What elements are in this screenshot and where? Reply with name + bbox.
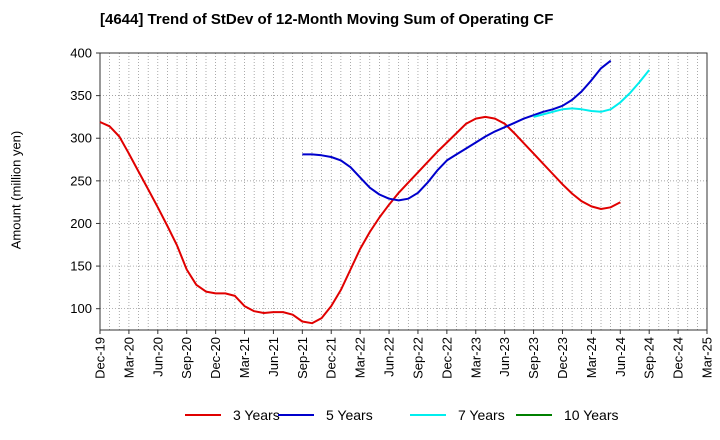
legend-swatch (278, 414, 314, 416)
x-tick-label: Dec-21 (324, 337, 339, 379)
x-tick-label: Dec-23 (555, 337, 570, 379)
series-line-3-years (99, 115, 621, 325)
y-tick-label: 150 (70, 259, 92, 274)
x-tick-label: Mar-21 (237, 337, 252, 378)
legend-swatch (410, 414, 446, 416)
y-tick-label: 400 (70, 46, 92, 61)
x-tick-label: Mar-24 (584, 337, 599, 378)
legend-swatch (185, 414, 221, 416)
plot-frame (99, 52, 708, 331)
legend-label: 10 Years (564, 407, 619, 423)
x-tick-label: Sep-22 (410, 337, 425, 379)
legend-label: 3 Years (233, 407, 280, 423)
legend-item-10-years: 10 Years (516, 405, 619, 425)
series-line-5-years (302, 59, 612, 202)
x-tick-label: Mar-25 (700, 337, 715, 378)
legend-item-5-years: 5 Years (278, 405, 373, 425)
y-tick-label: 350 (70, 88, 92, 103)
y-tick-label: 250 (70, 173, 92, 188)
x-tick-label: Jun-24 (613, 337, 628, 377)
x-tick-label: Jun-22 (382, 337, 397, 377)
x-tick-label: Mar-22 (353, 337, 368, 378)
x-tick-label: Dec-20 (208, 337, 223, 379)
series-line-7-years (533, 69, 650, 118)
x-tick-label: Dec-19 (93, 337, 108, 379)
legend-item-7-years: 7 Years (410, 405, 505, 425)
x-tick-label: Jun-20 (150, 337, 165, 377)
x-tick-label: Sep-23 (526, 337, 541, 379)
legend-label: 7 Years (458, 407, 505, 423)
x-tick-label: Sep-24 (642, 337, 657, 379)
legend: 3 Years 5 Years 7 Years 10 Years (0, 405, 720, 425)
x-tick-label: Sep-21 (295, 337, 310, 379)
legend-label: 5 Years (326, 407, 373, 423)
x-tick-label: Mar-23 (468, 337, 483, 378)
y-tick-label: 300 (70, 131, 92, 146)
x-tick-label: Dec-22 (439, 337, 454, 379)
x-tick-label: Mar-20 (121, 337, 136, 378)
legend-swatch (516, 414, 552, 416)
x-tick-label: Jun-23 (497, 337, 512, 377)
x-tick-label: Sep-20 (179, 337, 194, 379)
chart-title: [4644] Trend of StDev of 12-Month Moving… (100, 11, 554, 28)
x-tick-label: Dec-24 (671, 337, 686, 379)
legend-item-3-years: 3 Years (185, 405, 280, 425)
y-tick-label: 200 (70, 216, 92, 231)
x-tick-label: Jun-21 (266, 337, 281, 377)
y-tick-label: 100 (70, 301, 92, 316)
